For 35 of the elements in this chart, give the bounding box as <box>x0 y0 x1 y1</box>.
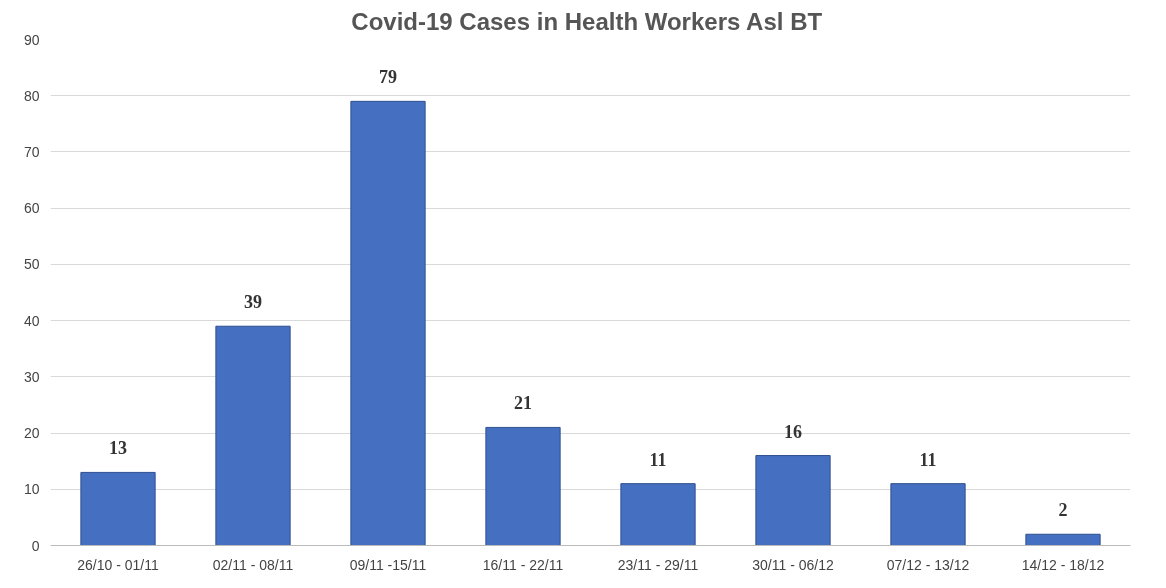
x-tick-label: 26/10 - 01/11 <box>77 556 159 573</box>
data-label: 11 <box>919 449 937 470</box>
y-tick-label: 80 <box>23 87 40 104</box>
data-label: 2 <box>1058 500 1068 521</box>
bar <box>755 455 831 546</box>
data-label: 79 <box>379 67 397 88</box>
x-tick-label: 14/12 - 18/12 <box>1021 556 1105 573</box>
x-tick-label: 02/11 - 08/11 <box>212 556 294 573</box>
x-tick-label: 30/11 - 06/12 <box>752 556 834 573</box>
y-tick-label: 50 <box>23 256 40 273</box>
x-tick-label: 07/12 - 13/12 <box>886 556 970 573</box>
y-tick-label: 40 <box>23 312 40 329</box>
y-tick-label: 60 <box>23 200 40 217</box>
data-label: 39 <box>244 292 262 313</box>
bar <box>215 325 291 546</box>
x-tick-label: 09/11 -15/11 <box>349 556 427 573</box>
data-label: 11 <box>649 449 667 470</box>
y-tick-label: 20 <box>23 425 40 442</box>
y-tick-label: 70 <box>23 143 40 160</box>
data-label: 16 <box>784 421 802 442</box>
data-label: 13 <box>109 438 127 459</box>
bar <box>350 100 426 546</box>
bar <box>1025 533 1101 546</box>
data-label: 21 <box>514 393 532 414</box>
y-tick-label: 0 <box>31 537 40 554</box>
y-tick-label: 90 <box>23 31 40 48</box>
x-tick-label: 16/11 - 22/11 <box>482 556 564 573</box>
y-tick-label: 30 <box>23 368 40 385</box>
bar <box>620 483 696 546</box>
x-tick-label: 23/11 - 29/11 <box>617 556 699 573</box>
bar <box>80 471 156 546</box>
bar <box>890 483 966 546</box>
y-tick-label: 10 <box>23 481 40 498</box>
chart-title: Covid-19 Cases in Health Workers Asl BT <box>351 7 823 35</box>
bar <box>485 426 561 546</box>
